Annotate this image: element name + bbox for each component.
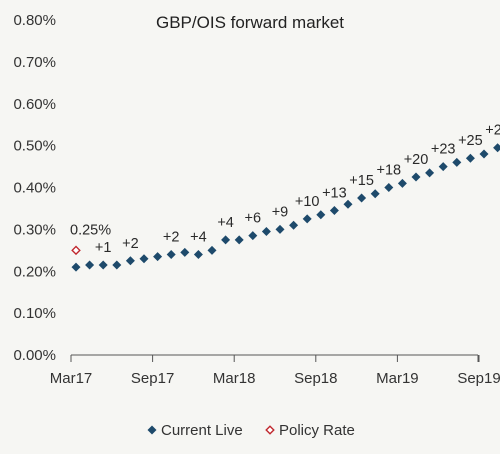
x-tick-label: Sep17: [131, 370, 174, 387]
y-tick-label: 0.50%: [13, 138, 56, 155]
y-tick-label: 0.20%: [13, 263, 56, 280]
current-live-point: [180, 247, 190, 257]
data-label: +28: [485, 123, 500, 139]
current-live-point: [316, 210, 326, 220]
data-label: +2: [163, 230, 180, 246]
legend-policy-rate-label: Policy Rate: [279, 422, 355, 439]
x-tick-label: Mar17: [50, 370, 93, 387]
current-live-point: [289, 220, 299, 230]
data-label: +4: [190, 230, 207, 246]
chart-title: GBP/OIS forward market: [156, 13, 344, 32]
current-live-point: [370, 189, 380, 199]
y-tick-label: 0.80%: [13, 12, 56, 29]
data-label: +15: [349, 173, 374, 189]
current-live-point: [207, 245, 217, 255]
current-live-point: [493, 143, 500, 153]
current-live-point: [221, 235, 231, 245]
data-label: 0.25%: [70, 222, 111, 238]
current-live-point: [234, 235, 244, 245]
current-live-point: [465, 153, 475, 163]
current-live-point: [384, 183, 394, 192]
legend: Current Live Policy Rate: [147, 422, 355, 439]
x-tick-label: Sep18: [294, 370, 337, 387]
data-label: +4: [217, 215, 234, 231]
data-label: +6: [245, 211, 262, 227]
current-live-point: [397, 178, 407, 188]
y-tick-label: 0.00%: [13, 347, 56, 364]
current-live-point: [411, 172, 421, 182]
annotation-layer: 0.25% +1 +2 +2 +4 +4 +6 +9 +10+13+15+18+20+23+25…: [70, 123, 500, 256]
current-live-point: [193, 250, 203, 259]
current-live-point: [85, 260, 95, 270]
legend-policy-rate-icon: [265, 425, 275, 435]
x-tick-label: Sep19: [457, 370, 500, 387]
data-label: +2: [122, 236, 139, 252]
data-label: +13: [322, 186, 347, 202]
current-live-point: [302, 214, 312, 224]
data-label: +25: [458, 133, 483, 149]
data-label: +9: [272, 204, 289, 220]
current-live-point: [479, 149, 489, 159]
y-tick-label: 0.70%: [13, 54, 56, 71]
y-tick-label: 0.40%: [13, 180, 56, 197]
current-live-point: [343, 199, 353, 209]
y-tick-label: 0.30%: [13, 221, 56, 238]
legend-current-live-icon: [147, 425, 157, 435]
data-label: +23: [431, 142, 456, 158]
current-live-point: [98, 260, 108, 270]
legend-current-live-label: Current Live: [161, 422, 243, 439]
current-live-point: [275, 224, 285, 234]
policy-rate-point: [71, 245, 81, 256]
current-live-point: [438, 162, 448, 172]
y-tick-label: 0.60%: [13, 96, 56, 113]
current-live-point: [71, 262, 81, 272]
current-live-point: [125, 256, 135, 266]
data-label: +18: [376, 163, 401, 179]
series-layer: [71, 143, 500, 272]
y-axis: 0.00% 0.10% 0.20% 0.30% 0.40% 0.50% 0.60% 0.70%…: [13, 12, 56, 364]
x-tick-label: Mar18: [213, 370, 256, 387]
data-label: +10: [295, 194, 320, 210]
current-live-point: [153, 252, 163, 262]
data-label: +1: [95, 240, 112, 256]
x-tick-label: Mar19: [376, 370, 419, 387]
current-live-point: [139, 254, 149, 264]
current-live-point: [248, 231, 258, 241]
current-live-point: [425, 168, 435, 178]
data-label: +20: [404, 152, 429, 168]
y-tick-label: 0.10%: [13, 305, 56, 322]
x-axis: Mar17 Sep17 Mar18 Sep18 Mar19 Sep19: [50, 354, 500, 387]
current-live-point: [452, 157, 462, 167]
current-live-point: [112, 260, 122, 270]
current-live-point: [329, 206, 339, 216]
current-live-point: [357, 193, 367, 203]
current-live-point: [166, 250, 176, 259]
current-live-point: [261, 226, 271, 236]
